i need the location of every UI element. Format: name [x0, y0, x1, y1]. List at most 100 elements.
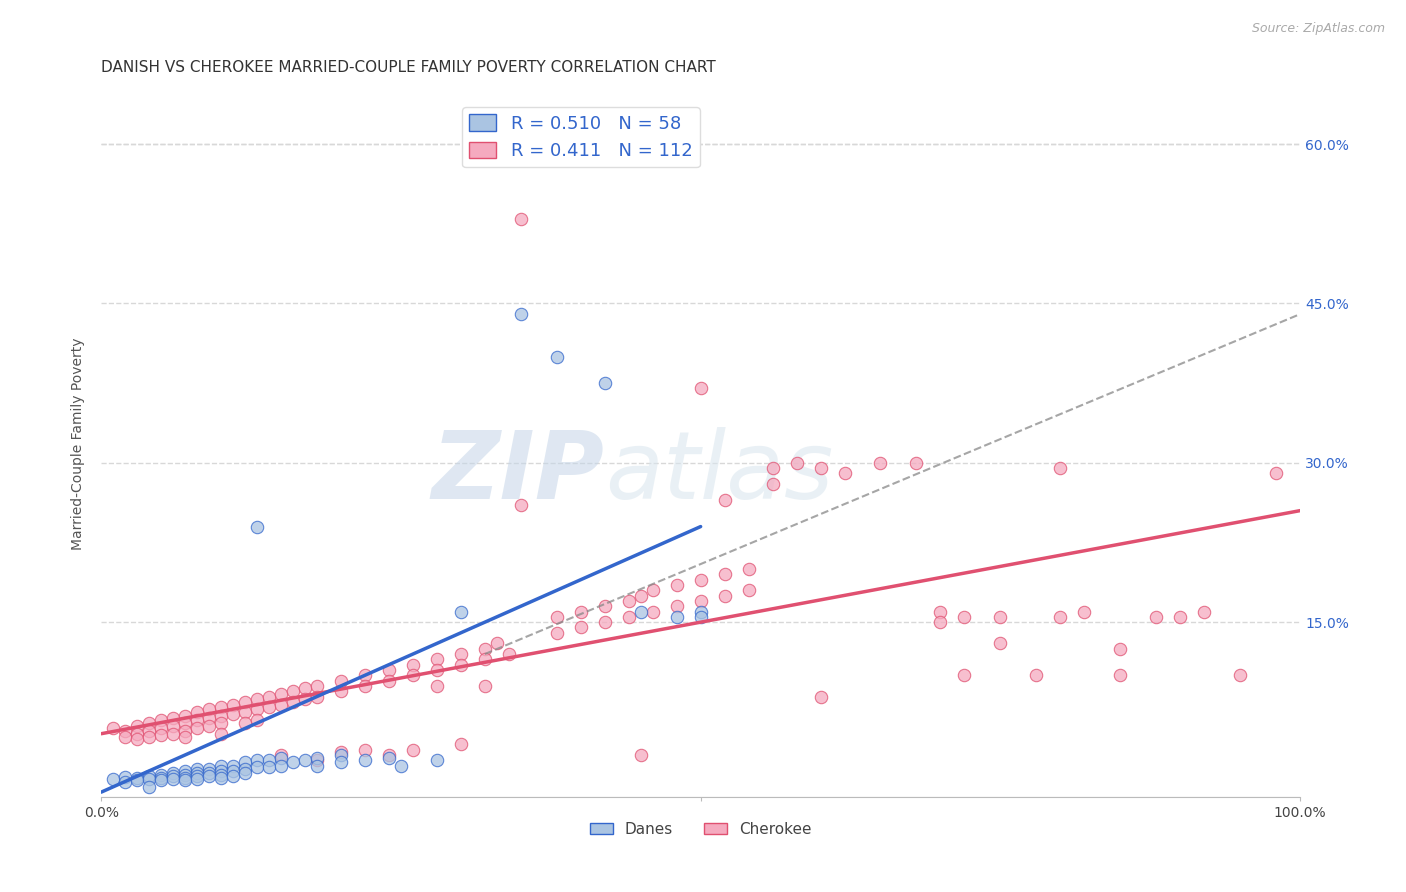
Point — [198, 702, 221, 716]
Point — [450, 657, 472, 672]
Point — [1049, 610, 1071, 624]
Point — [1265, 467, 1288, 481]
Point — [402, 742, 425, 756]
Point — [246, 753, 269, 767]
Point — [509, 499, 531, 513]
Point — [114, 770, 136, 784]
Point — [174, 764, 197, 778]
Point — [450, 605, 472, 619]
Point — [665, 610, 688, 624]
Point — [162, 727, 184, 741]
Point — [402, 657, 425, 672]
Point — [305, 753, 328, 767]
Point — [1073, 605, 1095, 619]
Point — [174, 772, 197, 786]
Point — [389, 758, 412, 772]
Point — [222, 764, 245, 778]
Point — [641, 605, 664, 619]
Point — [174, 773, 197, 788]
Point — [233, 695, 256, 709]
Point — [330, 745, 353, 759]
Point — [665, 578, 688, 592]
Point — [474, 652, 496, 666]
Point — [713, 567, 735, 582]
Point — [233, 706, 256, 720]
Point — [761, 461, 783, 475]
Point — [186, 762, 208, 776]
Point — [689, 573, 711, 587]
Text: Source: ZipAtlas.com: Source: ZipAtlas.com — [1251, 22, 1385, 36]
Point — [1109, 668, 1132, 682]
Point — [233, 766, 256, 780]
Point — [246, 759, 269, 773]
Point — [209, 764, 232, 778]
Point — [713, 493, 735, 508]
Point — [450, 737, 472, 751]
Point — [1192, 605, 1215, 619]
Point — [138, 730, 160, 744]
Point — [1025, 668, 1047, 682]
Point — [294, 681, 316, 695]
Point — [127, 773, 149, 788]
Point — [354, 679, 377, 693]
Point — [354, 753, 377, 767]
Point — [257, 753, 280, 767]
Point — [114, 774, 136, 789]
Point — [378, 673, 401, 688]
Point — [138, 716, 160, 731]
Point — [162, 766, 184, 780]
Point — [150, 773, 173, 788]
Point — [222, 758, 245, 772]
Point — [546, 610, 568, 624]
Text: ZIP: ZIP — [432, 426, 605, 518]
Point — [209, 772, 232, 786]
Point — [593, 615, 616, 630]
Point — [138, 769, 160, 783]
Point — [186, 772, 208, 787]
Point — [162, 711, 184, 725]
Point — [378, 751, 401, 765]
Point — [426, 663, 449, 677]
Point — [209, 768, 232, 782]
Point — [103, 772, 125, 787]
Point — [330, 747, 353, 762]
Point — [786, 456, 808, 470]
Point — [186, 706, 208, 720]
Point — [103, 722, 125, 736]
Point — [209, 700, 232, 714]
Point — [354, 668, 377, 682]
Point — [1168, 610, 1191, 624]
Point — [905, 456, 928, 470]
Text: DANISH VS CHEROKEE MARRIED-COUPLE FAMILY POVERTY CORRELATION CHART: DANISH VS CHEROKEE MARRIED-COUPLE FAMILY… — [101, 60, 716, 75]
Point — [162, 772, 184, 787]
Point — [186, 769, 208, 783]
Point — [222, 769, 245, 783]
Text: atlas: atlas — [605, 427, 832, 518]
Point — [810, 461, 832, 475]
Point — [209, 716, 232, 731]
Point — [138, 723, 160, 738]
Point — [426, 652, 449, 666]
Point — [246, 519, 269, 533]
Point — [593, 376, 616, 391]
Point — [246, 702, 269, 716]
Point — [270, 687, 292, 701]
Point — [174, 768, 197, 782]
Point — [569, 605, 592, 619]
Point — [198, 762, 221, 776]
Point — [222, 698, 245, 712]
Point — [281, 684, 304, 698]
Point — [150, 772, 173, 786]
Point — [257, 690, 280, 704]
Point — [834, 467, 856, 481]
Point — [257, 759, 280, 773]
Point — [737, 583, 759, 598]
Point — [474, 641, 496, 656]
Point — [246, 713, 269, 727]
Point — [138, 780, 160, 794]
Point — [1109, 641, 1132, 656]
Point — [127, 727, 149, 741]
Point — [198, 711, 221, 725]
Point — [198, 719, 221, 733]
Point — [174, 723, 197, 738]
